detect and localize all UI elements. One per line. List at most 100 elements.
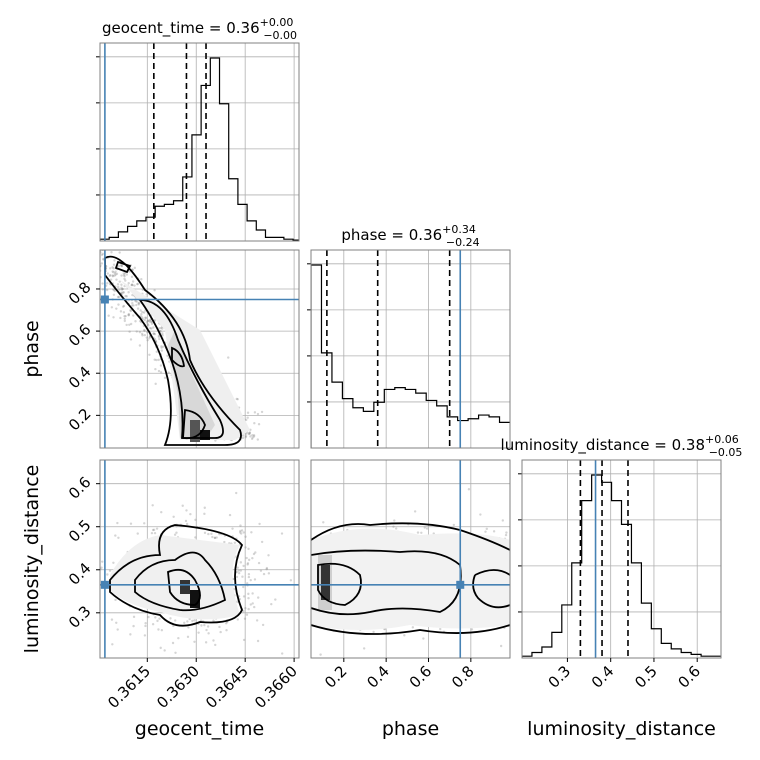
sample-point bbox=[114, 534, 117, 537]
contour-line bbox=[109, 524, 244, 627]
sample-point bbox=[492, 530, 496, 533]
sample-point bbox=[120, 291, 123, 294]
sample-point bbox=[119, 310, 123, 313]
sample-point bbox=[149, 320, 153, 323]
sample-point bbox=[134, 320, 137, 323]
axes-frame bbox=[310, 459, 511, 659]
sample-point bbox=[254, 551, 257, 554]
sample-point bbox=[203, 623, 206, 627]
sample-point bbox=[160, 629, 164, 632]
x-axis-label: phase bbox=[382, 718, 439, 740]
sample-point bbox=[169, 617, 172, 620]
sample-point bbox=[139, 309, 142, 312]
contour-line bbox=[114, 260, 132, 274]
sample-point bbox=[112, 316, 115, 319]
sample-point bbox=[260, 410, 264, 414]
sample-point bbox=[191, 619, 194, 623]
sample-point bbox=[246, 562, 250, 565]
sample-point bbox=[122, 311, 126, 314]
sample-point bbox=[244, 434, 248, 438]
sample-point bbox=[93, 262, 95, 264]
sample-point bbox=[125, 323, 128, 327]
sample-point bbox=[117, 295, 121, 299]
x-tick-label: 0.3630 bbox=[153, 662, 203, 712]
sample-point bbox=[257, 596, 260, 599]
x-tick-label: 0.5 bbox=[631, 662, 661, 692]
sample-point bbox=[111, 274, 114, 277]
sample-point bbox=[256, 438, 260, 441]
sample-point bbox=[132, 314, 135, 317]
y-tick-label: 0.3 bbox=[65, 602, 95, 632]
sample-point bbox=[147, 324, 150, 327]
sample-point bbox=[115, 621, 118, 624]
sample-point bbox=[150, 531, 154, 535]
sample-point bbox=[121, 287, 124, 291]
sample-point bbox=[247, 573, 251, 576]
sample-point bbox=[171, 641, 175, 645]
sample-point bbox=[101, 252, 104, 256]
sample-point bbox=[253, 422, 256, 425]
sample-point bbox=[88, 266, 90, 268]
x-tick-label: 0.4 bbox=[588, 662, 618, 692]
sample-point bbox=[140, 315, 143, 318]
sample-point bbox=[84, 262, 86, 264]
sample-point bbox=[227, 356, 230, 359]
sample-point bbox=[237, 569, 240, 572]
sample-point bbox=[94, 251, 96, 253]
sample-point bbox=[141, 310, 144, 314]
sample-point bbox=[252, 552, 256, 556]
sample-point bbox=[162, 345, 165, 348]
sample-point bbox=[151, 504, 154, 507]
sample-point bbox=[108, 274, 111, 278]
sample-point bbox=[245, 582, 249, 585]
sample-point bbox=[141, 316, 144, 320]
sample-point bbox=[151, 528, 155, 532]
sample-point bbox=[280, 652, 284, 655]
x-tick-label: 0.6 bbox=[406, 662, 436, 692]
sample-point bbox=[235, 570, 238, 574]
sample-point bbox=[101, 560, 104, 563]
sample-point bbox=[157, 369, 161, 373]
sample-point bbox=[247, 432, 250, 436]
sample-point bbox=[95, 272, 97, 274]
sample-point bbox=[173, 533, 177, 536]
histogram-panel-luminosity_distance: luminosity_distance = 0.38+0.06 −0.05 bbox=[501, 433, 742, 659]
sample-point bbox=[138, 330, 142, 334]
axes-frame bbox=[99, 459, 300, 659]
sample-point bbox=[372, 630, 375, 634]
sample-point bbox=[113, 272, 117, 275]
sample-point bbox=[148, 353, 151, 356]
sample-point bbox=[149, 326, 152, 330]
sample-point bbox=[127, 314, 130, 317]
sample-point bbox=[123, 272, 127, 275]
sample-point bbox=[262, 572, 266, 576]
sample-point bbox=[132, 304, 135, 307]
sample-point bbox=[203, 531, 207, 535]
sample-point bbox=[134, 299, 137, 303]
sample-point bbox=[100, 566, 103, 569]
sample-point bbox=[267, 572, 271, 575]
sample-point bbox=[120, 283, 123, 286]
sample-point bbox=[256, 412, 260, 416]
sample-point bbox=[204, 641, 208, 644]
sample-point bbox=[146, 331, 149, 334]
sample-point bbox=[125, 273, 129, 276]
histogram-step bbox=[522, 474, 721, 658]
sample-point bbox=[138, 319, 142, 323]
sample-point bbox=[85, 239, 87, 241]
sample-point bbox=[505, 531, 508, 534]
sample-point bbox=[187, 626, 190, 629]
sample-point bbox=[189, 512, 192, 516]
sample-point bbox=[207, 532, 210, 536]
sample-point bbox=[87, 278, 89, 280]
sample-point bbox=[112, 561, 115, 564]
density-fill bbox=[168, 330, 215, 440]
sample-point bbox=[218, 625, 221, 629]
sample-point bbox=[161, 334, 164, 337]
sample-point bbox=[85, 557, 87, 559]
axes-frame bbox=[99, 249, 300, 449]
sample-point bbox=[128, 270, 131, 273]
histogram-step bbox=[100, 57, 299, 241]
sample-point bbox=[215, 536, 218, 539]
sample-point bbox=[245, 418, 248, 422]
